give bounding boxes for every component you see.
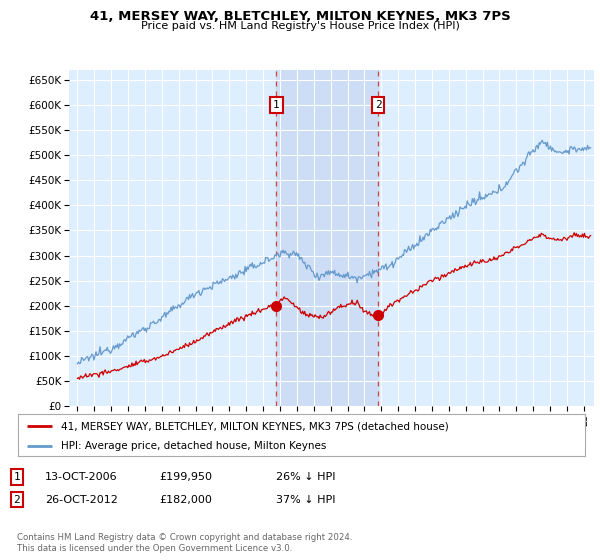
Text: 2: 2 [375,100,382,110]
Text: 41, MERSEY WAY, BLETCHLEY, MILTON KEYNES, MK3 7PS: 41, MERSEY WAY, BLETCHLEY, MILTON KEYNES… [89,10,511,23]
Text: 26-OCT-2012: 26-OCT-2012 [45,494,118,505]
Text: 2: 2 [13,494,20,505]
Text: HPI: Average price, detached house, Milton Keynes: HPI: Average price, detached house, Milt… [61,441,326,451]
Text: Contains HM Land Registry data © Crown copyright and database right 2024.
This d: Contains HM Land Registry data © Crown c… [17,533,352,553]
Text: £199,950: £199,950 [159,472,212,482]
Text: 41, MERSEY WAY, BLETCHLEY, MILTON KEYNES, MK3 7PS (detached house): 41, MERSEY WAY, BLETCHLEY, MILTON KEYNES… [61,421,448,431]
Bar [277,70,378,406]
Text: 37% ↓ HPI: 37% ↓ HPI [276,494,335,505]
Text: 1: 1 [273,100,280,110]
Text: 1: 1 [13,472,20,482]
Text: Price paid vs. HM Land Registry's House Price Index (HPI): Price paid vs. HM Land Registry's House … [140,21,460,31]
Text: £182,000: £182,000 [159,494,212,505]
Text: 13-OCT-2006: 13-OCT-2006 [45,472,118,482]
Text: 26% ↓ HPI: 26% ↓ HPI [276,472,335,482]
